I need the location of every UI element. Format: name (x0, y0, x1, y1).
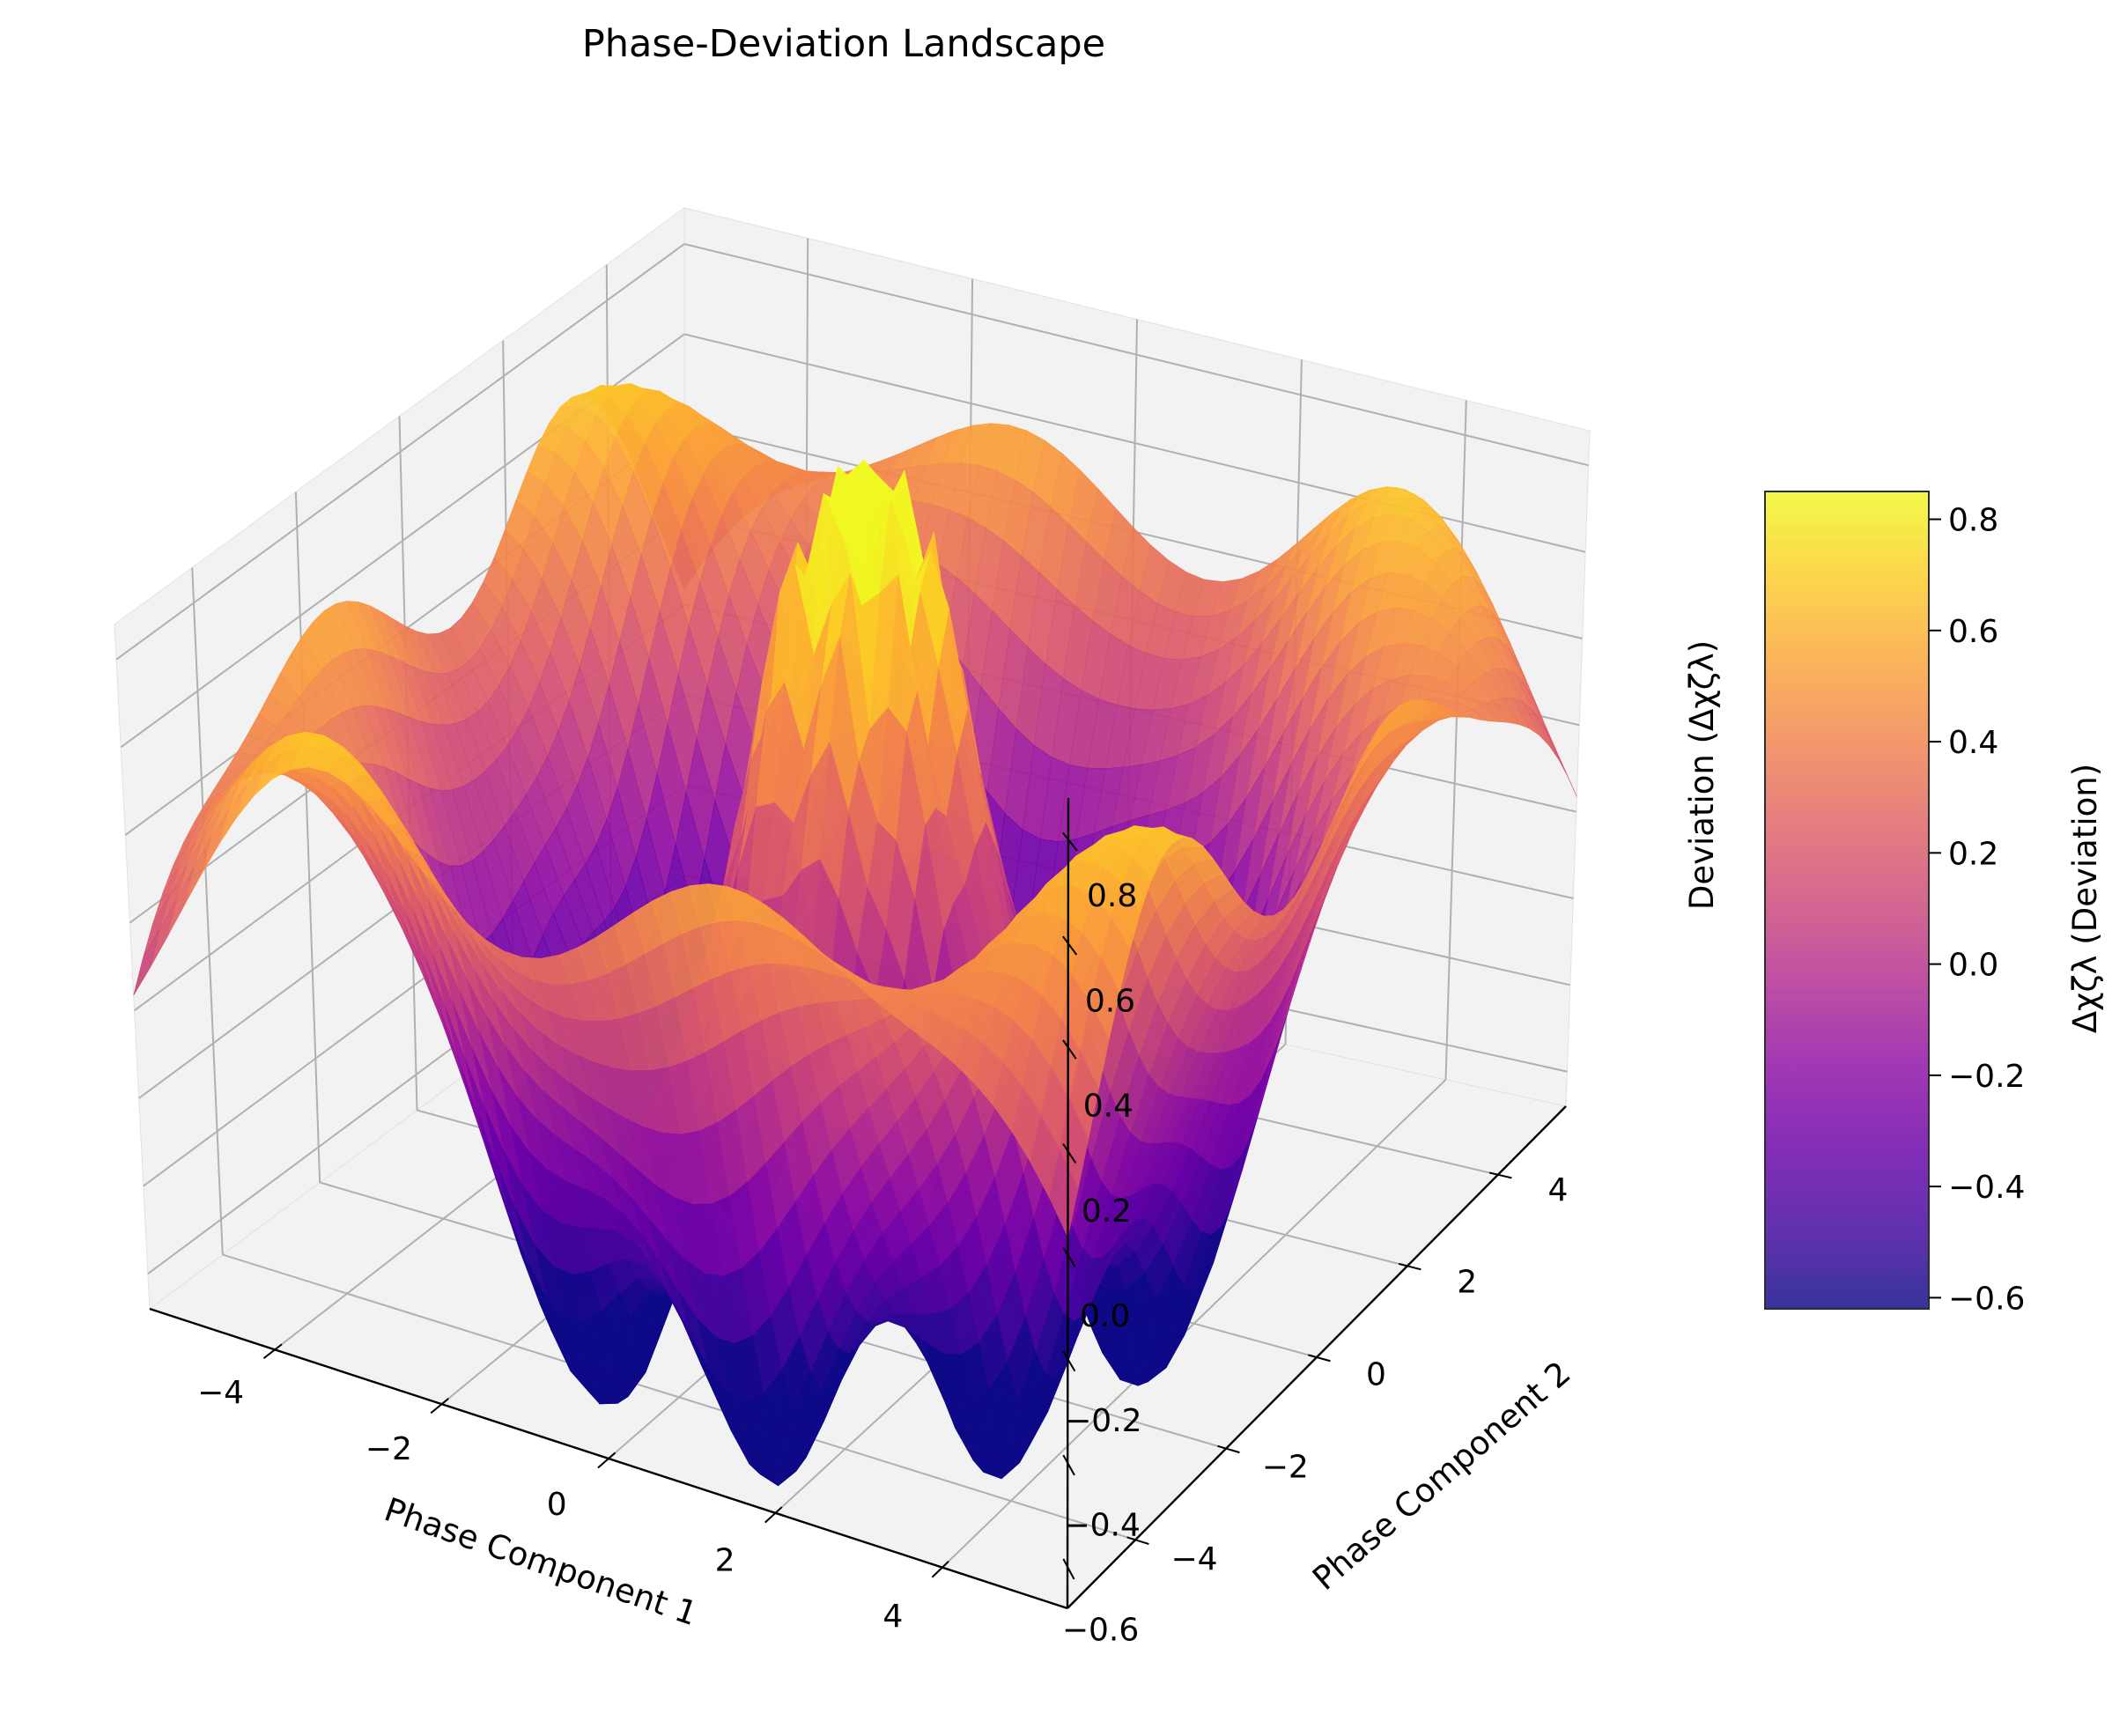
z-tick-label: 0.8 (1087, 878, 1137, 914)
z-tick-label: 0.6 (1085, 983, 1135, 1019)
z-tick-label: 0.4 (1083, 1089, 1134, 1125)
z-tick-label: 0.0 (1080, 1298, 1130, 1334)
y-tick-label: 4 (1547, 1172, 1568, 1208)
x-tick-label: −2 (366, 1431, 412, 1467)
y-tick-label: −2 (1262, 1449, 1309, 1485)
y-tick-mark (1126, 1536, 1149, 1545)
z-gridline (115, 243, 685, 661)
z-gridline (683, 243, 1589, 467)
y-tick-mark (1217, 1444, 1240, 1454)
colorbar (1764, 491, 1930, 1310)
z-tick-mark (1062, 935, 1078, 956)
z-tick-mark (1062, 1558, 1075, 1580)
z-axis-label: Deviation (Δχζλ) (1683, 640, 1721, 910)
surface-mesh (133, 382, 1577, 1487)
y-tick-mark (1308, 1354, 1331, 1363)
axis-ticks: −4 −2 0 2 4 −4 −2 0 2 4 −0.6 −0.4 −0.2 0.0 0.2 0.4 0.6 0.… (197, 831, 1568, 1648)
y-tick-label: −4 (1170, 1541, 1217, 1577)
z-axis-line (1066, 797, 1070, 1609)
y-tick-mark (1488, 1171, 1512, 1179)
colorbar-label: Δχζλ (Deviation) (2066, 764, 2104, 1033)
x-tick-mark (262, 1343, 283, 1359)
colorbar-tick-label: 0.0 (1948, 948, 1998, 984)
x-tick-mark (931, 1560, 949, 1578)
y-gridline (222, 1253, 1136, 1541)
colorbar-ticks: −0.6 −0.4 −0.2 0.0 0.2 0.4 0.6 0.8 (1929, 503, 2025, 1317)
z-tick-mark (1062, 1454, 1075, 1476)
x-tick-mark (597, 1452, 617, 1469)
y-tick-label: 2 (1457, 1265, 1477, 1301)
colorbar-tick-label: −0.6 (1948, 1281, 2025, 1317)
colorbar-tick-label: 0.2 (1948, 836, 1998, 872)
colorbar-tick-label: −0.4 (1948, 1170, 2025, 1206)
colorbar-tick-label: 0.8 (1948, 503, 1998, 539)
z-tick-label: 0.2 (1082, 1193, 1132, 1230)
colorbar-tick-label: −0.2 (1948, 1059, 2025, 1095)
y-tick-mark (1398, 1262, 1422, 1271)
x-tick-mark (430, 1398, 449, 1415)
z-tick-label: −0.6 (1062, 1612, 1139, 1648)
x-tick-label: −4 (197, 1375, 244, 1411)
z-tick-mark (1061, 831, 1078, 852)
z-tick-mark (1062, 1039, 1077, 1060)
x-tick-label: 0 (547, 1487, 567, 1523)
y-axis-label: Phase Component 2 (1305, 1354, 1577, 1598)
x-tick-mark (764, 1506, 783, 1524)
surface-patch (1048, 1148, 1079, 1238)
x-tick-label: 2 (715, 1543, 735, 1579)
chart-title: Phase-Deviation Landscape (582, 22, 1105, 66)
z-tick-label: −0.2 (1065, 1403, 1141, 1439)
z-tick-mark (1062, 1350, 1076, 1372)
z-tick-mark (1062, 1246, 1076, 1268)
y-tick-label: 0 (1366, 1357, 1386, 1393)
colorbar-tick-label: 0.6 (1948, 614, 1998, 650)
colorbar-tick-label: 0.4 (1948, 725, 1998, 761)
x-tick-label: 4 (882, 1599, 903, 1635)
z-tick-label: −0.4 (1063, 1508, 1140, 1544)
x-gridline (1444, 400, 1467, 1080)
z-tick-mark (1062, 1143, 1077, 1163)
y-gridline (294, 491, 321, 1183)
x-axis-label: Phase Component 1 (380, 1490, 702, 1633)
y-gridline (191, 567, 224, 1255)
